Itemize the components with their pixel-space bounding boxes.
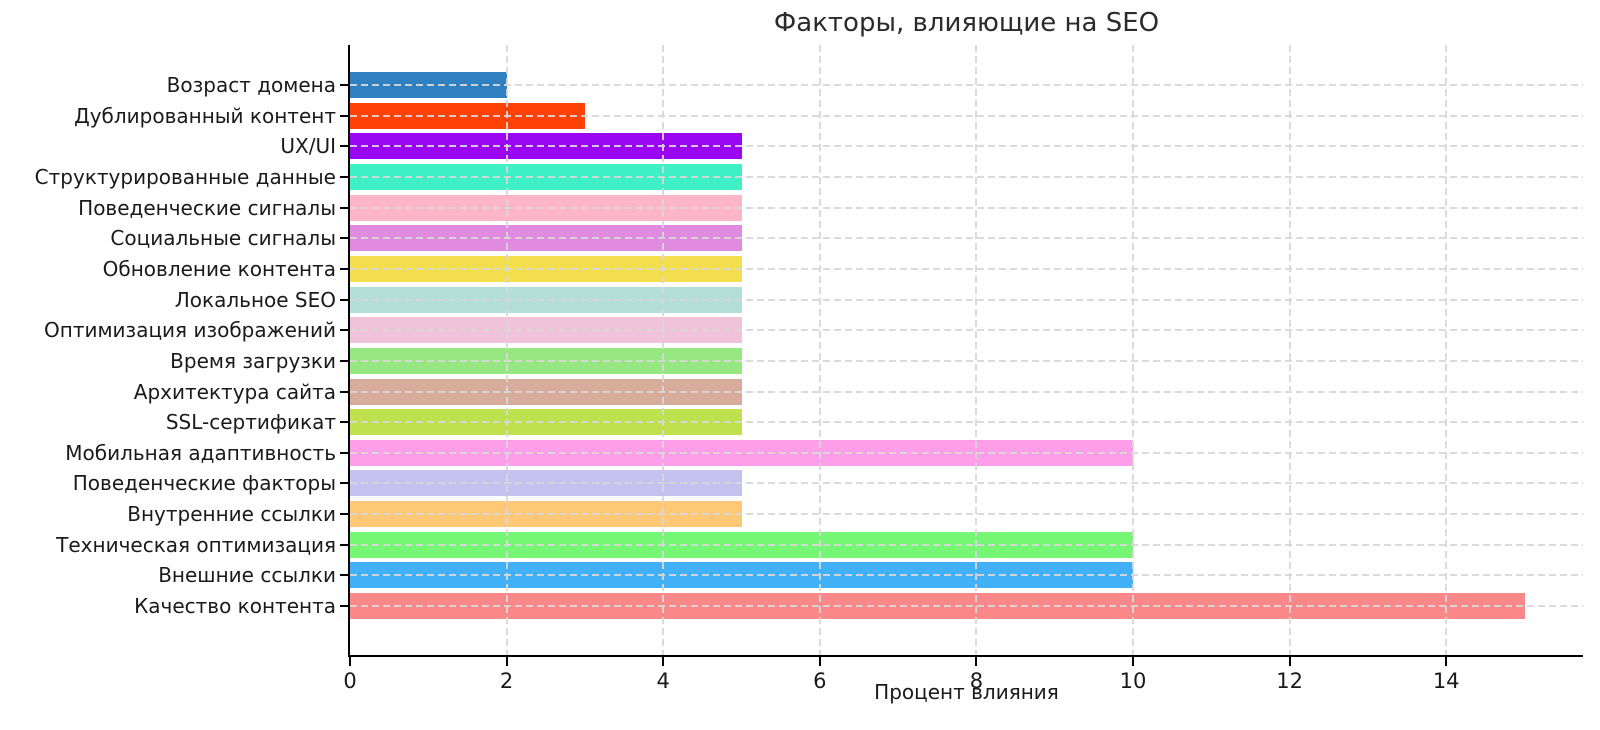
y-axis-tick (340, 267, 348, 270)
y-axis-tick (340, 114, 348, 117)
y-axis-tick (340, 543, 348, 546)
x-axis-tick (505, 657, 508, 666)
y-axis-tick (340, 84, 348, 86)
horizontal-gridline (350, 482, 1583, 485)
x-axis-tick (818, 657, 821, 666)
horizontal-gridline (350, 513, 1583, 516)
y-axis-tick (340, 513, 348, 516)
horizontal-gridline (350, 390, 1583, 393)
x-axis-tick-label: 0 (343, 669, 357, 693)
y-axis-tick (340, 298, 348, 301)
x-axis-tick (349, 657, 351, 666)
y-axis-category-label: Оптимизация изображений (44, 318, 336, 343)
x-axis-tick (1288, 657, 1291, 666)
y-axis-tick (340, 145, 348, 148)
y-axis-category-label: Внутренние ссылки (127, 502, 336, 527)
x-axis-tick-label: 6 (813, 669, 827, 693)
y-axis-category-label: Время загрузки (170, 348, 336, 373)
x-axis-tick (1445, 657, 1448, 666)
y-axis-category-label: Качество контента (134, 594, 336, 619)
y-axis-category-label: Возраст домена (166, 73, 336, 97)
y-axis-category-label: UX/UI (280, 134, 336, 159)
horizontal-gridline (350, 206, 1583, 209)
x-axis-tick-label: 4 (656, 669, 670, 693)
x-axis-tick (1132, 657, 1134, 666)
y-axis-tick (340, 574, 348, 577)
plot-area (350, 45, 1583, 655)
y-axis-category-label: Внешние ссылки (158, 563, 336, 588)
horizontal-gridline (350, 267, 1583, 270)
x-axis-title: Процент влияния (874, 680, 1059, 704)
horizontal-gridline (350, 175, 1583, 178)
horizontal-gridline (350, 451, 1583, 454)
vertical-gridline (662, 45, 665, 655)
vertical-gridline (1445, 45, 1448, 655)
x-axis-tick (662, 657, 665, 666)
horizontal-gridline (350, 574, 1583, 577)
horizontal-gridline (350, 298, 1583, 301)
y-axis-tick (340, 605, 348, 608)
x-axis-tick-label: 2 (499, 669, 514, 693)
vertical-gridline (505, 45, 508, 655)
y-axis-tick (340, 206, 348, 209)
y-axis-tick (340, 421, 348, 424)
vertical-gridline (1132, 45, 1134, 655)
y-axis-category-label: Структурированные данные (34, 164, 336, 189)
y-axis-tick (340, 237, 348, 240)
horizontal-gridline (350, 145, 1583, 148)
y-axis-category-label: Локальное SEO (174, 287, 336, 312)
horizontal-gridline (350, 237, 1583, 240)
vertical-gridline (975, 45, 978, 655)
horizontal-gridline (350, 114, 1583, 117)
x-axis-tick-label: 14 (1432, 669, 1460, 693)
y-axis-category-label: Техническая оптимизация (56, 532, 336, 557)
y-axis-tick (340, 390, 348, 393)
x-axis-tick-label: 10 (1119, 669, 1147, 693)
y-axis-category-label: Поведенческие факторы (72, 471, 336, 496)
x-axis-tick-label: 12 (1276, 669, 1303, 693)
x-axis-tick (975, 657, 978, 666)
y-axis-line (348, 45, 350, 657)
y-axis-tick (340, 451, 348, 454)
horizontal-gridline (350, 421, 1583, 424)
x-axis-line (348, 655, 1583, 657)
y-axis-tick (340, 482, 348, 485)
y-axis-tick (340, 175, 348, 178)
y-axis-category-label: SSL-сертификат (165, 410, 336, 435)
y-axis-category-label: Поведенческие сигналы (78, 195, 336, 220)
vertical-gridline (818, 45, 821, 655)
y-axis-category-label: Мобильная адаптивность (65, 440, 336, 465)
y-axis-category-label: Дублированный контент (74, 103, 336, 128)
chart-title: Факторы, влияющие на SEO (773, 8, 1160, 38)
x-axis-tick-label: 8 (969, 669, 984, 693)
y-axis-category-label: Обновление контента (102, 256, 336, 281)
vertical-gridline (1288, 45, 1291, 655)
horizontal-gridline (350, 84, 1583, 86)
horizontal-gridline (350, 605, 1583, 608)
y-axis-category-label: Архитектура сайта (133, 379, 336, 404)
y-axis-tick (340, 329, 348, 332)
horizontal-gridline (350, 543, 1583, 546)
horizontal-gridline (350, 359, 1583, 362)
y-axis-category-label: Социальные сигналы (110, 226, 336, 251)
horizontal-gridline (350, 329, 1583, 332)
y-axis-tick (340, 359, 348, 362)
